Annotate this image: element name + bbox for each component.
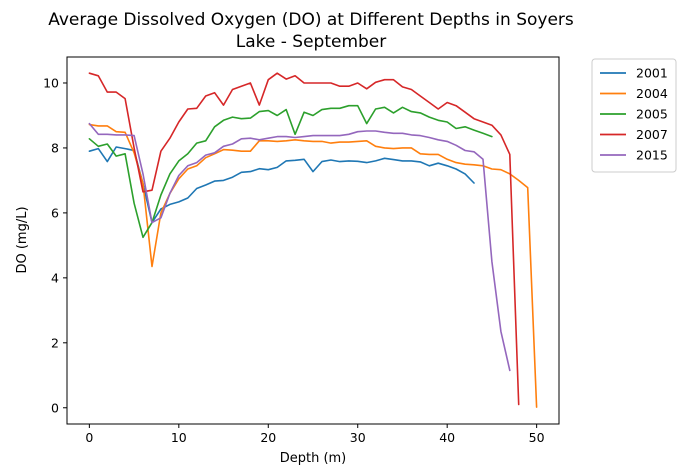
- series-line-2004: [88, 123, 538, 408]
- y-tick-label: 0: [51, 400, 59, 415]
- legend-label-2004: 2004: [636, 86, 668, 101]
- legend-label-2015: 2015: [636, 148, 668, 163]
- x-tick-label: 20: [260, 430, 276, 445]
- x-tick-label: 0: [85, 430, 93, 445]
- x-tick-label: 10: [171, 430, 187, 445]
- y-tick-label: 8: [51, 140, 59, 155]
- plot-frame: [66, 56, 560, 425]
- plot-lines: [88, 72, 538, 408]
- legend: 2001 2004 2005 2007 2015: [591, 58, 677, 173]
- y-tick-label: 4: [51, 270, 59, 285]
- x-ticks: 0 10 20 30 40 50: [85, 424, 545, 445]
- x-tick-label: 50: [529, 430, 545, 445]
- y-tick-label: 2: [51, 335, 59, 350]
- legend-label-2001: 2001: [636, 66, 668, 81]
- legend-label-2005: 2005: [636, 107, 668, 122]
- y-ticks: 0 2 4 6 8 10: [43, 75, 67, 415]
- series-line-2007: [88, 72, 520, 406]
- x-axis-label: Depth (m): [280, 451, 347, 466]
- y-tick-label: 6: [51, 205, 59, 220]
- chart-title-line-2: Lake - September: [236, 32, 387, 52]
- y-tick-label: 10: [43, 75, 59, 90]
- series-line-2005: [88, 104, 493, 239]
- x-tick-label: 30: [350, 430, 366, 445]
- chart-title-line-1: Average Dissolved Oxygen (DO) at Differe…: [48, 10, 574, 30]
- y-axis-label: DO (mg/L): [15, 206, 30, 273]
- legend-label-2007: 2007: [636, 127, 668, 142]
- x-tick-label: 40: [439, 430, 455, 445]
- legend-frame: [591, 58, 677, 173]
- series-line-2015: [88, 122, 511, 372]
